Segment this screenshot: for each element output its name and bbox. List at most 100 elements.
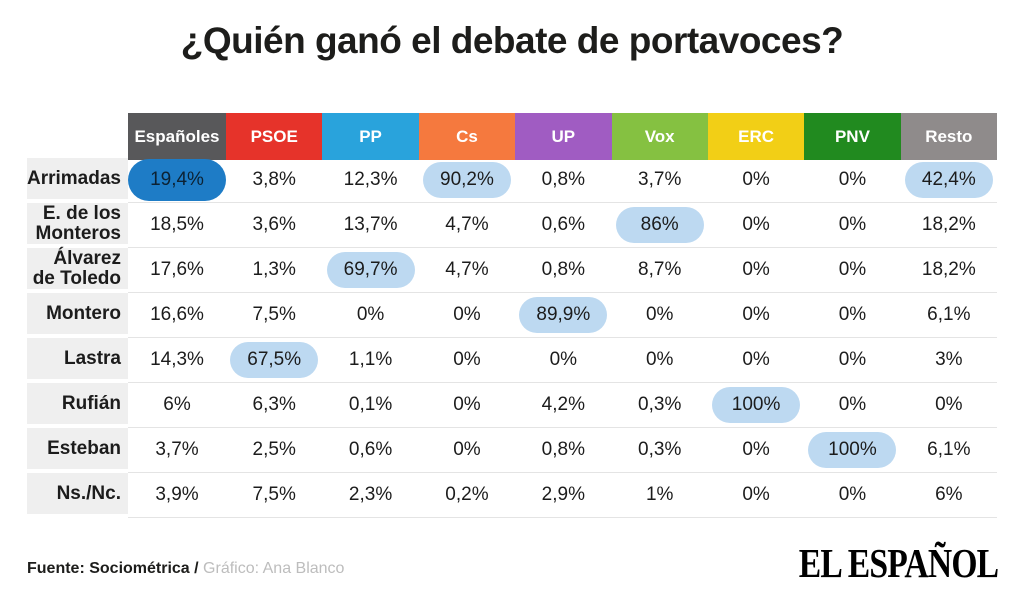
row-label-lastra: Lastra [27,338,128,383]
page-title: ¿Quién ganó el debate de portavoces? [180,20,844,61]
table-cell: 6,1% [900,293,997,338]
row-label-arrimadas: Arrimadas [27,158,128,203]
table-cell: 16,6% [128,293,226,338]
table-cell: 100% [804,428,901,473]
highlight-pill: 19,4% [128,159,226,201]
table-cell: 69,7% [322,248,419,293]
highlight-pill: 89,9% [519,297,608,333]
table-cell: 4,7% [418,203,516,248]
row-label-montero: Montero [27,293,128,338]
highlight-pill: 69,7% [326,252,415,288]
table-cell: 0% [804,293,901,338]
table-cell: 0,2% [418,473,516,518]
table-cell: 86% [611,203,708,248]
table-cell: 8,7% [611,248,708,293]
table-cell: 19,4% [128,158,226,203]
table-cell: 7,5% [226,293,323,338]
table-cell: 67,5% [226,338,323,383]
row-label-alvarez-de-toledo: Álvarez de Toledo [27,248,128,293]
table-cell: 0% [900,383,997,428]
table-cell: 1% [611,473,708,518]
table-cell: 0% [418,383,516,428]
column-header-espanoles: Españoles [128,113,226,160]
table-cell: 0% [804,158,901,203]
table-cell: 0% [515,338,612,383]
table-cell: 2,9% [515,473,612,518]
table-cell: 90,2% [418,158,516,203]
table-cell: 0% [322,293,419,338]
table-cell: 0,1% [322,383,419,428]
row-label-esteban: Esteban [27,428,128,473]
column-header-vox: Vox [611,113,708,160]
table-cell: 2,5% [226,428,323,473]
table-cell: 0% [804,248,901,293]
source-credit: Fuente: Sociométrica / Gráfico: Ana Blan… [27,560,344,584]
table-cell: 1,3% [226,248,323,293]
table-cell: 0% [804,203,901,248]
table-cell: 0% [418,293,516,338]
results-table: Españoles PSOE PP Cs UP Vox ERC PNV Resto Arrimad… [27,113,997,518]
table-corner [27,113,128,160]
table-cell: 6,1% [900,428,997,473]
table-cell: 3,6% [226,203,323,248]
table-cell: 0% [707,248,805,293]
row-label-ns-nc: Ns./Nc. [27,473,128,518]
table-cell: 0% [707,203,805,248]
table-cell: 18,5% [128,203,226,248]
table-cell: 1,1% [322,338,419,383]
column-header-pnv: PNV [804,113,901,160]
table-cell: 0% [804,473,901,518]
table-cell: 6,3% [226,383,323,428]
table-cell: 0% [707,338,805,383]
table-cell: 14,3% [128,338,226,383]
source-label: Fuente: Sociométrica / [27,560,199,577]
highlight-pill: 90,2% [422,162,511,198]
table-cell: 42,4% [900,158,997,203]
table-cell: 0,6% [515,203,612,248]
table-cell: 7,5% [226,473,323,518]
table-cell: 12,3% [322,158,419,203]
table-cell: 6% [900,473,997,518]
table-cell: 0% [707,158,805,203]
table-cell: 0% [611,338,708,383]
table-cell: 3,9% [128,473,226,518]
table-cell: 0,8% [515,428,612,473]
table-cell: 0,8% [515,248,612,293]
table-cell: 13,7% [322,203,419,248]
table-cell: 2,3% [322,473,419,518]
column-header-cs: Cs [418,113,516,160]
highlight-pill: 67,5% [230,342,319,378]
table-cell: 3,7% [128,428,226,473]
table-cell: 18,2% [900,203,997,248]
table-cell: 0% [804,338,901,383]
credit-label: Gráfico: Ana Blanco [198,560,345,577]
table-cell: 4,7% [418,248,516,293]
table-cell: 100% [707,383,805,428]
footer: Fuente: Sociométrica / Gráfico: Ana Blan… [27,540,999,586]
table-cell: 0% [707,428,805,473]
table-cell: 0% [418,338,516,383]
el-espanol-logo: EL ESPAÑOL [798,540,998,586]
table-cell: 0,8% [515,158,612,203]
row-label-e-de-los-monteros: E. de los Monteros [27,203,128,248]
table-cell: 4,2% [515,383,612,428]
table-cell: 17,6% [128,248,226,293]
table-cell: 0,3% [611,383,708,428]
row-label-rufian: Rufián [27,383,128,428]
table-cell: 0% [418,428,516,473]
column-header-up: UP [515,113,612,160]
column-header-erc: ERC [707,113,805,160]
highlight-pill: 42,4% [904,162,993,198]
table-cell: 3,7% [611,158,708,203]
highlight-pill: 100% [808,432,897,468]
highlight-pill: 86% [615,207,704,243]
table-cell: 3,8% [226,158,323,203]
table-cell: 0% [804,383,901,428]
table-cell: 3% [900,338,997,383]
table-cell: 0% [707,293,805,338]
table-cell: 18,2% [900,248,997,293]
table-cell: 0,3% [611,428,708,473]
table-cell: 89,9% [515,293,612,338]
table-cell: 0% [707,473,805,518]
highlight-pill: 100% [712,387,801,423]
